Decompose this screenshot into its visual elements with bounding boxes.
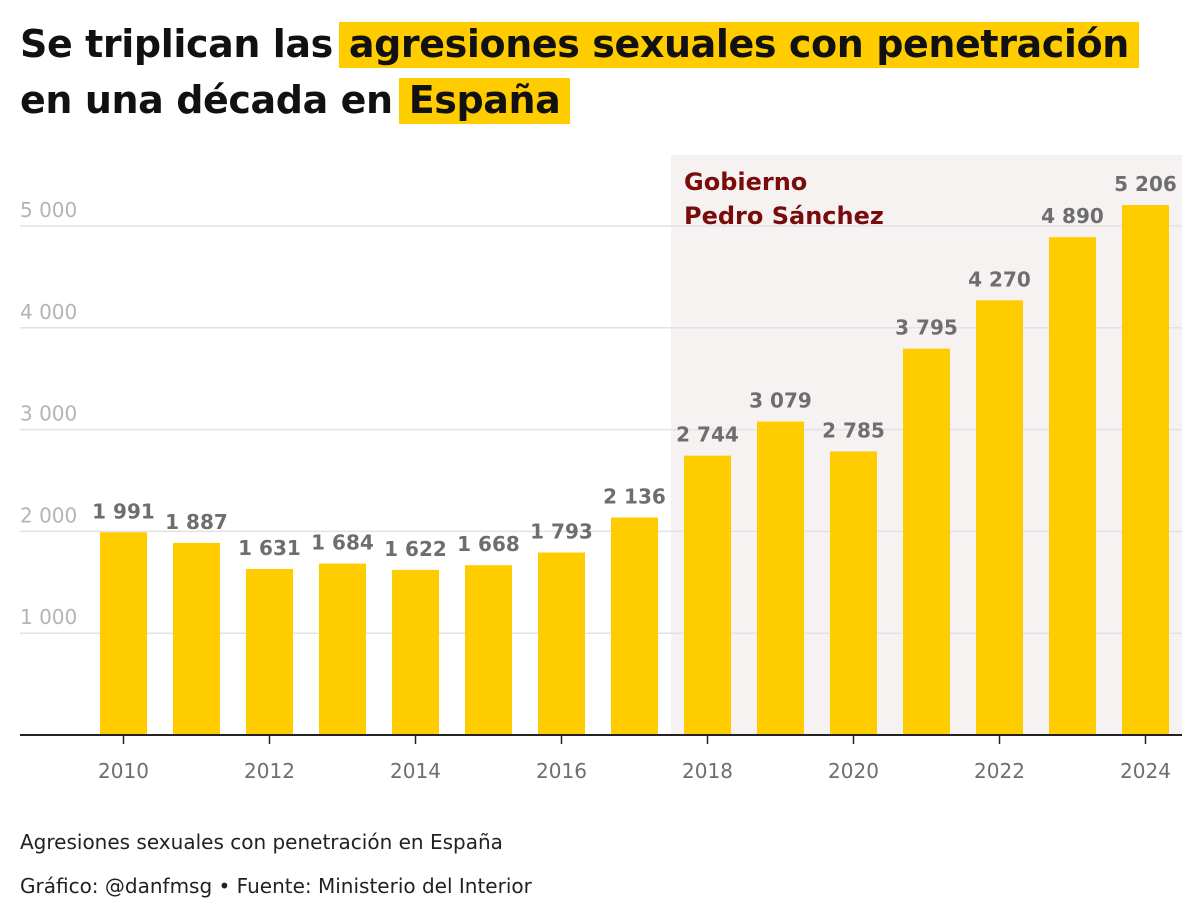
bar (830, 451, 877, 735)
x-axis-ticks: 2010 2012 2014 2016 2018 2020 2022 2024 (98, 735, 1171, 783)
x-tick-label: 2014 (390, 759, 441, 783)
x-tick-label: 2016 (536, 759, 587, 783)
value-label: 3 795 (895, 316, 958, 340)
x-tick-label: 2020 (828, 759, 879, 783)
bar (465, 565, 512, 735)
value-label: 3 079 (749, 389, 812, 413)
title-plain-1: Se triplican las (20, 22, 333, 66)
title-highlight-2: España (398, 78, 571, 124)
value-label: 1 668 (457, 532, 520, 556)
value-label: 5 206 (1114, 172, 1177, 196)
bar (538, 552, 585, 735)
bar (100, 532, 147, 735)
bars (100, 205, 1169, 736)
title-line-1: Se triplican las agresiones sexuales con … (20, 16, 1180, 72)
value-label: 2 744 (676, 423, 739, 447)
title-plain-2: en una década en (20, 78, 393, 122)
government-label-line-2: Pedro Sánchez (684, 202, 884, 230)
chart-subtitle: Agresiones sexuales con penetración en E… (20, 830, 503, 854)
bar (319, 563, 366, 735)
bar (1122, 205, 1169, 736)
y-axis-ticks: 1 000 2 000 3 000 4 000 5 000 (20, 198, 77, 629)
value-label: 1 622 (384, 537, 447, 561)
chart-title: Se triplican las agresiones sexuales con … (20, 16, 1180, 128)
title-line-2: en una década en España (20, 72, 1180, 128)
bar (976, 300, 1023, 735)
value-label: 1 991 (92, 499, 155, 523)
x-tick-label: 2018 (682, 759, 733, 783)
value-labels: 1 991 1 887 1 631 1 684 1 622 1 668 1 793 2 136… (92, 172, 1177, 561)
bar (684, 455, 731, 735)
value-label: 1 887 (165, 510, 228, 534)
x-tick-label: 2012 (244, 759, 295, 783)
chart-credit: Gráfico: @danfmsg • Fuente: Ministerio d… (20, 874, 532, 898)
x-tick-label: 2022 (974, 759, 1025, 783)
government-label-line-1: Gobierno (684, 168, 807, 196)
y-tick-label: 3 000 (20, 402, 77, 426)
bar (757, 421, 804, 735)
x-tick-label: 2024 (1120, 759, 1171, 783)
bar (903, 348, 950, 735)
bar (1049, 237, 1096, 735)
y-tick-label: 2 000 (20, 503, 77, 527)
bar (392, 569, 439, 735)
y-tick-label: 5 000 (20, 198, 77, 222)
value-label: 1 793 (530, 519, 593, 543)
value-label: 1 684 (311, 531, 374, 555)
value-label: 4 890 (1041, 204, 1104, 228)
value-label: 4 270 (968, 267, 1031, 291)
bar-chart: 1 000 2 000 3 000 4 000 5 000 1 991 1 887 1 63… (20, 155, 1182, 783)
y-tick-label: 1 000 (20, 605, 77, 629)
x-tick-label: 2010 (98, 759, 149, 783)
y-tick-label: 4 000 (20, 300, 77, 324)
bar (173, 542, 220, 735)
value-label: 1 631 (238, 536, 301, 560)
value-label: 2 136 (603, 485, 666, 509)
bar (246, 568, 293, 735)
value-label: 2 785 (822, 418, 885, 442)
title-highlight-1: agresiones sexuales con penetración (338, 22, 1139, 68)
bar (611, 517, 658, 735)
